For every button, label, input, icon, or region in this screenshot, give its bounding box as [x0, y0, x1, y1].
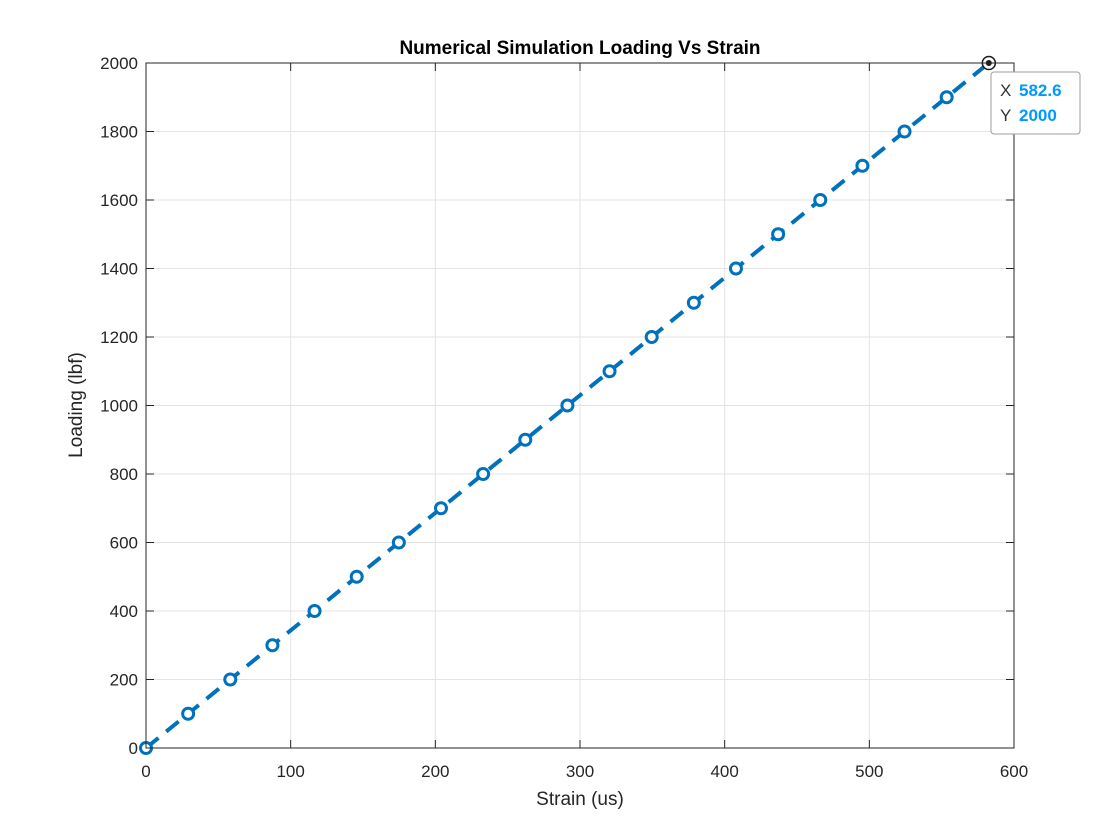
- data-tip-box: [990, 71, 1081, 135]
- data-tip[interactable]: X 582.6 Y 2000: [990, 71, 1081, 135]
- y-tick-label: 1600: [100, 191, 138, 210]
- data-point[interactable]: [644, 330, 659, 344]
- data-point[interactable]: [476, 467, 491, 481]
- x-tick-label: 500: [855, 762, 883, 781]
- y-tick-label: 0: [129, 739, 138, 758]
- y-tick-label: 600: [110, 534, 138, 553]
- x-tick-label: 300: [566, 762, 594, 781]
- data-tip-x-key: X: [1000, 81, 1011, 100]
- chart-title: Numerical Simulation Loading Vs Strain: [399, 38, 760, 59]
- x-tick-label: 200: [421, 762, 449, 781]
- y-axis-label: Loading (lbf): [66, 352, 87, 458]
- y-tick-label: 1200: [100, 328, 138, 347]
- data-point[interactable]: [433, 501, 448, 516]
- y-tick-label: 400: [110, 602, 138, 621]
- x-tick-label: 0: [141, 762, 150, 781]
- data-point[interactable]: [686, 295, 701, 310]
- y-tick-label: 1400: [100, 260, 138, 279]
- data-tip-y-key: Y: [1000, 106, 1011, 125]
- data-point[interactable]: [939, 90, 954, 105]
- data-tip-y-value: 2000: [1019, 106, 1057, 125]
- data-point[interactable]: [391, 535, 406, 550]
- y-tick-label: 1000: [100, 397, 138, 416]
- y-tick-label: 2000: [100, 54, 138, 73]
- axis-ticks: 0 100 200 300 400 500 600 0 200 400 600 800 1000 1200…: [100, 54, 1028, 781]
- x-tick-label: 100: [276, 762, 304, 781]
- data-tip-x-value: 582.6: [1019, 81, 1062, 100]
- data-point[interactable]: [223, 672, 238, 687]
- y-tick-label: 1800: [100, 123, 138, 142]
- data-point[interactable]: [518, 432, 533, 447]
- y-tick-label: 800: [110, 465, 138, 484]
- data-point[interactable]: [771, 227, 786, 242]
- data-point[interactable]: [560, 398, 575, 413]
- data-point[interactable]: [181, 706, 196, 721]
- data-point[interactable]: [307, 604, 322, 618]
- data-point[interactable]: [855, 158, 870, 173]
- plot-series: [139, 55, 997, 755]
- data-point[interactable]: [813, 193, 828, 207]
- data-point[interactable]: [602, 364, 617, 379]
- x-tick-label: 400: [710, 762, 738, 781]
- data-point[interactable]: [897, 124, 912, 139]
- x-axis-label: Strain (us): [536, 789, 624, 810]
- data-point[interactable]: [349, 569, 364, 584]
- data-point[interactable]: [728, 261, 743, 276]
- x-tick-label: 600: [1000, 762, 1028, 781]
- y-tick-label: 200: [110, 671, 138, 690]
- grid-lines: [146, 63, 1014, 748]
- data-point[interactable]: [265, 638, 280, 653]
